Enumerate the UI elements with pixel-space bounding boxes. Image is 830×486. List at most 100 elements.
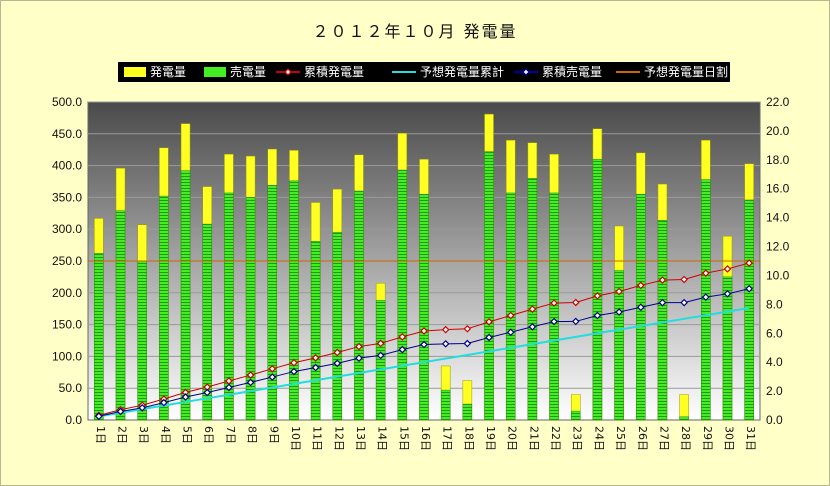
- point-cumulative-generation: [550, 299, 558, 307]
- x-axis: 1日 2日 3日 4日 5日 6日 7日 8日 9日 10日 11日 12日 13日 14日 15日 16日 1…: [94, 426, 757, 451]
- point-cumulative-generation: [636, 281, 645, 290]
- x-tick-label: 22日: [549, 426, 562, 451]
- point-cumulative-sold: [398, 345, 407, 354]
- x-tick-label: 18日: [462, 426, 475, 451]
- bar-sold: [570, 410, 581, 421]
- x-tick-label: 3日: [137, 426, 150, 444]
- point-cumulative-sold: [701, 293, 710, 301]
- bar-sold: [245, 197, 256, 421]
- bar-sold: [592, 158, 603, 421]
- point-cumulative-sold: [550, 317, 558, 326]
- point-cumulative-sold: [246, 378, 255, 387]
- bar-sold: [332, 232, 343, 421]
- point-cumulative-generation: [268, 364, 277, 373]
- bars: [94, 113, 754, 421]
- point-cumulative-sold: [268, 373, 277, 381]
- legend-label: 予想発電量日割: [644, 64, 728, 79]
- x-tick-label: 27日: [657, 426, 670, 451]
- bar-sold: [657, 220, 668, 421]
- bar-sold: [744, 199, 754, 421]
- bar-sold: [397, 169, 408, 421]
- legend-label: 累積発電量: [304, 64, 364, 79]
- legend-label: 予想発電量累計: [420, 64, 504, 79]
- right-tick-label: 22.0: [766, 95, 790, 109]
- legend-marker: [284, 68, 292, 76]
- point-cumulative-generation: [745, 259, 754, 267]
- point-cumulative-sold: [528, 322, 537, 331]
- x-tick-label: 14日: [376, 426, 389, 451]
- right-tick-label: 4.0: [766, 355, 783, 369]
- point-cumulative-generation: [463, 324, 472, 333]
- point-cumulative-sold: [441, 339, 450, 348]
- bar-sold: [137, 260, 147, 421]
- x-tick-label: 12日: [332, 426, 345, 451]
- bar-sold: [505, 192, 516, 421]
- point-cumulative-sold: [203, 388, 212, 397]
- point-cumulative-generation: [441, 325, 450, 334]
- bar-sold: [115, 210, 126, 421]
- bar-sold: [267, 185, 278, 421]
- x-tick-label: 9日: [267, 426, 280, 444]
- x-tick-label: 7日: [224, 426, 237, 444]
- right-tick-label: 14.0: [766, 211, 790, 225]
- legend-marker: [522, 68, 530, 76]
- x-tick-label: 10日: [289, 426, 302, 451]
- bar-sold: [375, 300, 386, 421]
- point-cumulative-generation: [485, 318, 493, 326]
- legend: 発電量 売電量 累積発電量 予想発電量累計 累積売電量 予想発電量日割: [118, 62, 730, 82]
- bar-sold: [94, 253, 104, 421]
- x-tick-label: 16日: [419, 426, 432, 451]
- point-cumulative-sold: [225, 383, 233, 392]
- point-cumulative-sold: [463, 339, 472, 348]
- point-cumulative-sold: [593, 311, 602, 320]
- point-cumulative-generation: [376, 339, 385, 348]
- point-cumulative-sold: [680, 298, 688, 307]
- right-axis: 0.0 2.0 4.0 6.0 8.0 10.0 12.0 14.0 16.0 18.0 20.0 2…: [766, 95, 790, 427]
- left-tick-label: 0.0: [65, 413, 82, 427]
- right-tick-label: 20.0: [766, 124, 790, 138]
- point-cumulative-sold: [160, 398, 168, 407]
- point-cumulative-generation: [506, 311, 515, 320]
- left-tick-label: 50.0: [59, 381, 83, 395]
- point-cumulative-generation: [311, 353, 320, 362]
- bar-sold: [679, 416, 689, 421]
- chart-title: ２０１２年１０月 発電量: [312, 22, 518, 41]
- x-tick-label: 1日: [94, 426, 107, 444]
- point-cumulative-sold: [615, 308, 623, 316]
- point-cumulative-sold: [376, 351, 385, 360]
- point-cumulative-generation: [355, 342, 363, 351]
- right-tick-label: 16.0: [766, 182, 790, 196]
- left-tick-label: 450.0: [52, 127, 82, 141]
- legend-box: [118, 62, 730, 82]
- bar-sold: [614, 270, 624, 421]
- x-tick-label: 11日: [311, 426, 324, 451]
- right-tick-label: 2.0: [766, 384, 783, 398]
- legend-label: 累積売電量: [542, 64, 602, 79]
- point-cumulative-sold: [355, 354, 363, 362]
- bar-sold: [462, 403, 473, 421]
- lines: [88, 259, 760, 421]
- point-cumulative-generation: [246, 371, 255, 379]
- point-cumulative-generation: [680, 275, 688, 284]
- bar-sold: [419, 193, 429, 421]
- x-tick-label: 4日: [159, 426, 172, 444]
- x-tick-label: 17日: [441, 426, 454, 451]
- x-tick-label: 19日: [484, 426, 497, 451]
- x-tick-label: 8日: [246, 426, 259, 444]
- bar-sold: [289, 180, 299, 421]
- bar-sold: [484, 151, 494, 421]
- x-tick-label: 13日: [354, 426, 367, 451]
- left-tick-label: 400.0: [52, 159, 82, 173]
- point-cumulative-generation: [571, 298, 580, 307]
- right-tick-label: 12.0: [766, 240, 790, 254]
- legend-label: 売電量: [230, 64, 266, 79]
- bar-sold: [224, 192, 234, 421]
- point-cumulative-sold: [658, 298, 667, 307]
- point-cumulative-generation: [420, 327, 428, 335]
- point-cumulative-generation: [658, 276, 667, 284]
- bar-sold: [310, 241, 321, 421]
- point-cumulative-sold: [506, 328, 515, 337]
- bar-sold: [202, 223, 212, 421]
- legend-swatch: [124, 67, 146, 77]
- right-tick-label: 8.0: [766, 297, 783, 311]
